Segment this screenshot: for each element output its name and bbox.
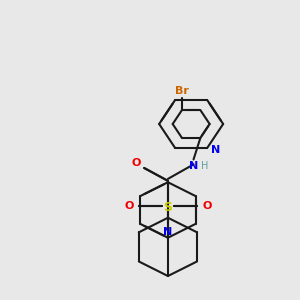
Text: Br: Br [175, 86, 189, 96]
Text: S: S [164, 201, 172, 214]
Text: N: N [189, 161, 198, 171]
Text: N: N [211, 145, 220, 155]
Text: H: H [201, 161, 209, 171]
Text: O: O [124, 201, 134, 211]
Text: N: N [163, 227, 172, 237]
Text: O: O [131, 158, 141, 168]
Text: O: O [202, 201, 212, 211]
